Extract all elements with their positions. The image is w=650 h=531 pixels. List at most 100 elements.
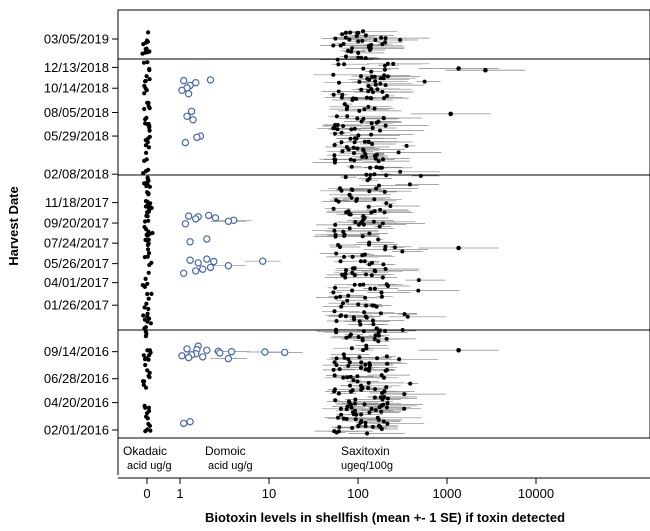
saxitoxin-point — [344, 145, 349, 149]
okadaic-point — [146, 251, 152, 256]
saxitoxin-point — [361, 116, 366, 121]
saxitoxin-point — [333, 123, 338, 127]
saxitoxin-point — [382, 73, 387, 78]
okadaic-point — [141, 313, 146, 318]
saxitoxin-point — [348, 374, 353, 379]
saxitoxin-point — [368, 165, 373, 170]
saxitoxin-point — [362, 252, 367, 257]
saxitoxin-point — [349, 405, 354, 410]
saxitoxin-point — [391, 61, 396, 66]
saxitoxin-point — [379, 409, 384, 414]
saxitoxin-point — [332, 360, 337, 365]
saxitoxin-point — [351, 315, 356, 320]
saxitoxin-point — [359, 419, 364, 423]
saxitoxin-point — [364, 95, 369, 100]
okadaic-point — [141, 60, 147, 65]
saxitoxin-point — [331, 206, 336, 211]
saxitoxin-point — [379, 373, 384, 378]
saxitoxin-point — [352, 282, 357, 287]
saxitoxin-point — [370, 424, 375, 429]
saxitoxin-point — [348, 136, 353, 141]
saxitoxin-point — [373, 156, 378, 161]
saxitoxin-point — [350, 288, 355, 293]
saxitoxin-point — [337, 425, 342, 430]
saxitoxin-point — [369, 87, 374, 91]
saxitoxin-point — [352, 140, 357, 145]
okadaic-point — [146, 145, 151, 150]
saxitoxin-point — [353, 136, 357, 141]
saxitoxin-point — [360, 38, 365, 43]
saxitoxin-point — [369, 121, 374, 126]
saxitoxin-point — [349, 195, 354, 200]
cat-unit-okadaic: acid ug/g — [127, 460, 172, 472]
saxitoxin-point — [360, 218, 365, 223]
saxitoxin-point — [339, 95, 344, 100]
domoic-point — [181, 220, 190, 228]
okadaic-point — [145, 291, 150, 297]
saxitoxin-point — [351, 96, 356, 101]
domoic-point — [210, 257, 218, 266]
saxitoxin-point — [384, 201, 389, 206]
saxitoxin-point — [367, 240, 372, 245]
saxitoxin-point — [347, 37, 352, 42]
saxitoxin-point — [342, 62, 347, 67]
saxitoxin-point — [349, 127, 354, 132]
saxitoxin-point — [346, 363, 351, 368]
saxitoxin-point — [347, 360, 352, 365]
saxitoxin-point — [388, 204, 393, 208]
y-tick-label: 09/14/2016 — [44, 344, 109, 359]
saxitoxin-point — [349, 346, 354, 351]
saxitoxin-point — [354, 198, 359, 203]
domoic-point — [198, 353, 207, 361]
saxitoxin-point — [340, 149, 345, 154]
okadaic-point — [145, 319, 150, 324]
saxitoxin-point — [381, 375, 386, 380]
saxitoxin-point — [367, 262, 372, 267]
saxitoxin-point — [361, 147, 366, 152]
saxitoxin-point — [350, 254, 355, 259]
okadaic-point — [144, 150, 149, 155]
saxitoxin-point — [383, 244, 388, 249]
okadaic-point — [144, 331, 149, 336]
saxitoxin-point — [378, 81, 383, 86]
saxitoxin-point — [348, 332, 353, 337]
domoic-point — [206, 76, 215, 84]
domoic-point — [179, 269, 188, 277]
okadaic-point — [140, 51, 145, 56]
domoic-point — [206, 263, 215, 272]
okadaic-point — [143, 362, 148, 368]
saxitoxin-point — [372, 197, 377, 202]
saxitoxin-point — [378, 395, 383, 400]
okadaic-point — [142, 158, 147, 163]
saxitoxin-point — [345, 114, 350, 119]
saxitoxin-point — [375, 87, 380, 92]
saxitoxin-point — [385, 93, 389, 98]
saxitoxin-point — [342, 233, 347, 238]
saxitoxin-point — [353, 397, 358, 402]
saxitoxin-point — [366, 104, 371, 109]
saxitoxin-point — [335, 57, 340, 62]
saxitoxin-point — [456, 245, 461, 251]
domoic-point — [183, 345, 191, 353]
okadaic-point — [141, 42, 146, 47]
saxitoxin-point — [363, 314, 368, 319]
saxitoxin-point — [340, 272, 345, 277]
okadaic-point — [146, 405, 151, 410]
y-tick-label: 09/20/2017 — [44, 216, 109, 231]
saxitoxin-point — [352, 158, 357, 163]
okadaic-point — [147, 128, 152, 133]
saxitoxin-point — [334, 363, 339, 368]
data-points — [140, 29, 488, 436]
saxitoxin-point — [381, 262, 386, 267]
saxitoxin-point — [357, 79, 362, 84]
saxitoxin-point — [345, 375, 350, 380]
saxitoxin-point — [383, 123, 388, 128]
saxitoxin-point — [333, 387, 337, 392]
saxitoxin-point — [344, 54, 348, 59]
okadaic-point — [141, 171, 146, 176]
saxitoxin-point — [356, 335, 361, 339]
saxitoxin-point — [344, 268, 348, 273]
saxitoxin-point — [336, 89, 341, 94]
okadaic-point — [146, 30, 151, 35]
cat-unit-saxitoxin: ugeq/100g — [341, 460, 393, 472]
